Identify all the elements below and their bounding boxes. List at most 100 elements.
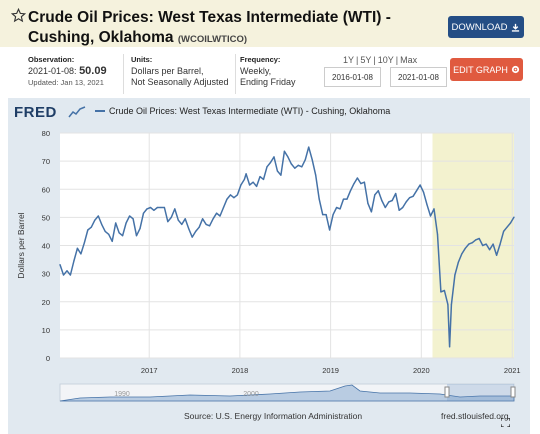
gear-icon — [511, 65, 520, 74]
data-point — [245, 173, 247, 175]
data-point — [111, 240, 113, 242]
chart-legend: Crude Oil Prices: West Texas Intermediat… — [95, 106, 390, 116]
navigator-series — [59, 384, 515, 402]
download-button[interactable]: DOWNLOAD — [448, 16, 524, 38]
x-tick-label: 2018 — [232, 366, 249, 375]
observation-value: 50.09 — [79, 64, 107, 77]
data-point — [311, 159, 313, 161]
start-date-input[interactable]: 2016-01-08 — [324, 67, 381, 87]
data-point — [139, 228, 141, 230]
range-10y-link[interactable]: 10Y — [377, 55, 394, 65]
data-point — [160, 206, 162, 209]
data-point — [290, 163, 292, 165]
data-point — [66, 270, 68, 272]
observation-label: Observation: — [28, 55, 75, 64]
data-point — [318, 198, 320, 200]
data-point — [496, 254, 498, 256]
y-tick-label: 40 — [42, 242, 50, 251]
fred-logo-graph-icon — [68, 106, 86, 118]
series-title: Crude Oil Prices: West Texas Intermediat… — [28, 9, 391, 46]
y-tick-label: 50 — [42, 213, 50, 222]
data-point — [377, 190, 379, 192]
data-point — [163, 206, 165, 209]
star-icon[interactable] — [11, 8, 26, 23]
navigator-year-label: 1990 — [114, 391, 130, 398]
range-links: 1Y | 5Y | 10Y | Max — [343, 55, 418, 65]
data-point — [370, 211, 372, 213]
data-point — [259, 176, 261, 178]
data-point — [269, 161, 272, 164]
data-point — [153, 209, 155, 211]
data-point — [503, 230, 505, 232]
observation-block: Observation: 2021-01-08: 50.09 Updated: … — [28, 54, 107, 89]
data-point — [118, 232, 120, 234]
data-point — [170, 216, 172, 218]
units-line-1: Dollars per Barrel, — [131, 65, 204, 76]
data-point — [191, 236, 193, 238]
data-point — [433, 208, 435, 210]
data-point — [353, 183, 355, 185]
data-point — [135, 235, 138, 237]
source-note: Source: U.S. Energy Information Administ… — [184, 411, 363, 421]
data-point — [59, 264, 61, 266]
frequency-block: Frequency: Weekly, Ending Friday — [240, 54, 296, 89]
data-point — [454, 274, 456, 276]
data-point — [73, 260, 75, 262]
data-point — [336, 206, 338, 209]
expand-icon[interactable] — [501, 418, 510, 427]
y-tick-label: 80 — [42, 129, 50, 138]
data-point — [125, 222, 127, 224]
data-point — [457, 261, 459, 263]
data-point — [436, 233, 439, 235]
data-point — [69, 274, 71, 276]
data-point — [177, 219, 179, 221]
data-point — [398, 209, 400, 211]
edit-graph-button[interactable]: EDIT GRAPH — [450, 58, 523, 81]
fred-url[interactable]: fred.stlouisfed.org — [441, 411, 509, 421]
data-point — [342, 198, 345, 200]
data-point — [233, 197, 235, 199]
range-1y-link[interactable]: 1Y — [343, 55, 355, 65]
data-point — [384, 206, 386, 209]
data-point — [482, 244, 484, 247]
data-point — [388, 201, 390, 203]
data-point — [80, 253, 82, 255]
data-point — [216, 212, 218, 214]
data-point — [409, 197, 411, 199]
data-point — [83, 242, 85, 244]
y-tick-label: 0 — [46, 354, 50, 363]
data-point — [87, 229, 89, 231]
data-point — [184, 218, 186, 220]
divider — [123, 54, 124, 94]
series-id: (WCOILWTICO) — [177, 34, 247, 45]
y-tick-label: 60 — [42, 185, 50, 194]
data-point — [266, 166, 268, 168]
data-point — [513, 216, 515, 218]
data-point — [509, 222, 512, 224]
data-point — [167, 221, 169, 223]
data-point — [236, 194, 238, 196]
data-point — [308, 146, 310, 148]
units-block: Units: Dollars per Barrel, Not Seasonall… — [131, 54, 229, 89]
data-point — [222, 206, 225, 209]
data-point — [440, 291, 442, 293]
data-point — [478, 237, 480, 240]
data-point — [146, 208, 148, 210]
data-point — [346, 198, 348, 200]
frequency-line-2: Ending Friday — [240, 77, 296, 87]
data-point — [367, 202, 369, 204]
end-date-input[interactable]: 2021-01-08 — [390, 67, 447, 87]
data-point — [62, 274, 65, 276]
data-point — [283, 150, 285, 152]
frequency-label: Frequency: — [240, 55, 281, 64]
data-point — [132, 218, 134, 220]
data-point — [243, 178, 245, 180]
data-point — [506, 226, 508, 228]
data-point — [188, 228, 190, 230]
data-point — [325, 214, 327, 216]
navigator-handle-right[interactable] — [510, 386, 516, 398]
navigator-handle-left[interactable] — [444, 386, 450, 398]
range-max-link[interactable]: Max — [400, 55, 418, 65]
range-5y-link[interactable]: 5Y — [360, 55, 372, 65]
